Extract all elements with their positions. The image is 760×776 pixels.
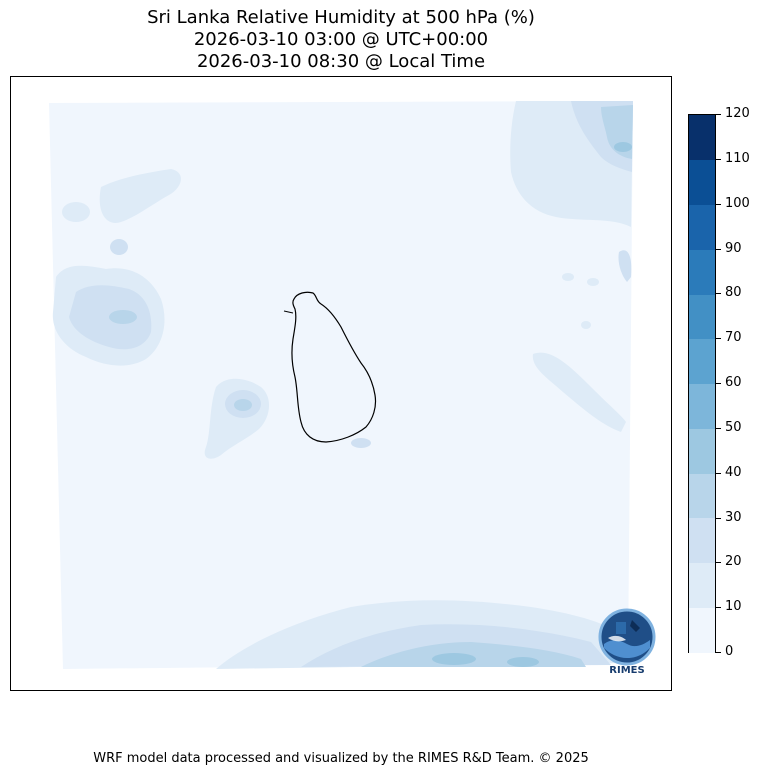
chart-title: Sri Lanka Relative Humidity at 500 hPa (… [147,7,535,28]
colorbar-tick-label: 90 [725,240,742,256]
colorbar-tick [716,338,721,340]
map-frame [10,76,672,691]
chart-subtitle-local: 2026-03-10 08:30 @ Local Time [196,51,486,72]
colorbar-segment [689,562,715,608]
colorbar-tick [716,427,721,429]
colorbar-tick [716,293,721,295]
colorbar-tick-label: 20 [725,554,742,570]
logo-text: RIMES [609,665,645,676]
humidity-contour-w5-core [234,399,252,411]
colorbar-tick-label: 40 [725,464,742,480]
humidity-contour-s-peak1 [432,653,476,665]
colorbar-segment [689,428,715,474]
colorbar-tick-label: 30 [725,509,742,525]
map-svg [49,101,633,669]
colorbar-segment [689,204,715,250]
chart-subtitle-utc: 2026-03-10 03:00 @ UTC+00:00 [193,29,489,50]
rimes-logo: RIMES [596,608,658,678]
colorbar-segment [689,115,715,161]
colorbar-segment [689,517,715,563]
colorbar-tick [716,158,721,160]
colorbar-tick-label: 50 [725,419,742,435]
mannar-island [283,310,294,314]
humidity-contour-e5 [581,321,591,329]
humidity-contour-e2 [618,250,632,282]
colorbar-tick [716,652,721,653]
colorbar-segment [689,159,715,205]
colorbar-tick [716,203,721,205]
colorbar-segment [689,294,715,340]
colorbar-segment [689,249,715,295]
colorbar-tick-label: 60 [725,375,742,390]
colorbar-segment [689,338,715,384]
humidity-contour-s-near-island [351,438,371,448]
humidity-contour-e4 [587,278,599,286]
humidity-contour-w2 [99,169,181,223]
humidity-contour-e [532,352,626,432]
domain-area [49,101,633,669]
colorbar-tick-label: 70 [725,330,742,346]
colorbar-segment [689,383,715,429]
colorbar-tick [716,607,721,609]
colorbar-tick [716,517,721,519]
colorbar-tick [716,248,721,250]
colorbar-tick [716,114,721,115]
colorbar-tick-label: 110 [725,150,750,166]
sri-lanka-outline [291,291,377,443]
colorbar [688,114,716,653]
humidity-contour-e3 [562,273,574,281]
colorbar-tick-label: 0 [725,644,734,659]
colorbar-tick [716,383,721,384]
footer-credit: WRF model data processed and visualized … [93,751,589,766]
humidity-contour-w4 [110,239,128,255]
colorbar-tick-label: 120 [725,106,750,121]
humidity-contour-w3 [62,202,90,222]
colorbar-segment [689,473,715,519]
colorbar-tick-label: 100 [725,195,750,211]
humidity-contour-w1-core [109,310,137,324]
colorbar-segment [689,607,715,653]
colorbar-tick-label: 10 [725,599,742,615]
colorbar-tick [716,562,721,564]
colorbar-tick-label: 80 [725,285,742,301]
rimes-globe-logo-icon [598,608,656,666]
colorbar-tick [716,472,721,474]
humidity-contour-s-peak2 [507,657,539,667]
humidity-contour-ne-peak [614,142,632,152]
